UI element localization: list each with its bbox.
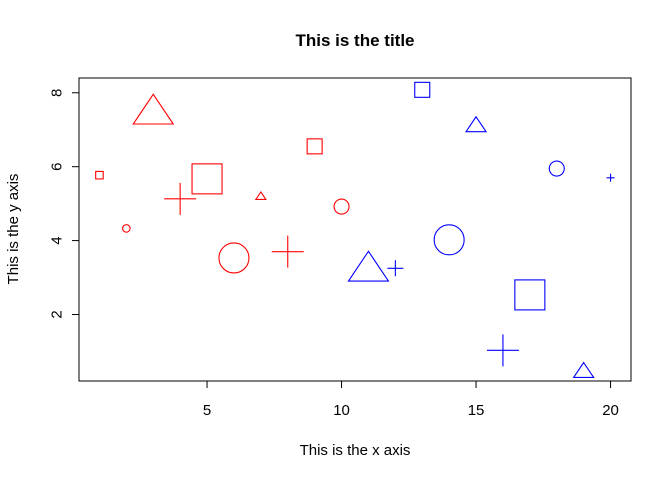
- y-tick-label: 6: [49, 163, 66, 171]
- x-tick-label: 10: [333, 402, 350, 419]
- point-triangle: [572, 361, 595, 378]
- y-tick-label: 8: [49, 89, 66, 97]
- point-circle: [433, 224, 465, 256]
- point-cross: [486, 334, 519, 367]
- point-square: [514, 279, 546, 311]
- x-tick-label: 15: [468, 402, 485, 419]
- point-cross: [387, 260, 404, 277]
- y-axis-label: This is the y axis: [5, 174, 22, 285]
- point-circle: [218, 242, 250, 274]
- x-tick-label: 20: [602, 402, 619, 419]
- point-circle: [122, 224, 131, 233]
- chart-title: This is the title: [295, 31, 414, 50]
- point-circle: [548, 160, 565, 177]
- point-triangle: [132, 93, 175, 125]
- data-points: [95, 81, 615, 378]
- y-axis: 2 4 6 8: [49, 89, 80, 319]
- point-triangle: [254, 191, 267, 200]
- point-circle: [333, 198, 350, 215]
- x-axis-label: This is the x axis: [300, 442, 411, 459]
- point-cross: [164, 182, 197, 215]
- x-axis: 5 10 15 20: [203, 380, 619, 419]
- point-square: [306, 138, 323, 155]
- point-cross: [606, 173, 615, 182]
- point-cross: [271, 235, 304, 268]
- y-tick-label: 2: [49, 310, 66, 318]
- plot-frame: [78, 77, 632, 382]
- point-square: [95, 170, 104, 180]
- x-tick-label: 5: [203, 402, 211, 419]
- point-square: [191, 163, 223, 195]
- point-square: [414, 81, 431, 98]
- point-triangle: [465, 115, 488, 133]
- point-triangle: [347, 250, 390, 282]
- y-tick-label: 4: [49, 236, 66, 244]
